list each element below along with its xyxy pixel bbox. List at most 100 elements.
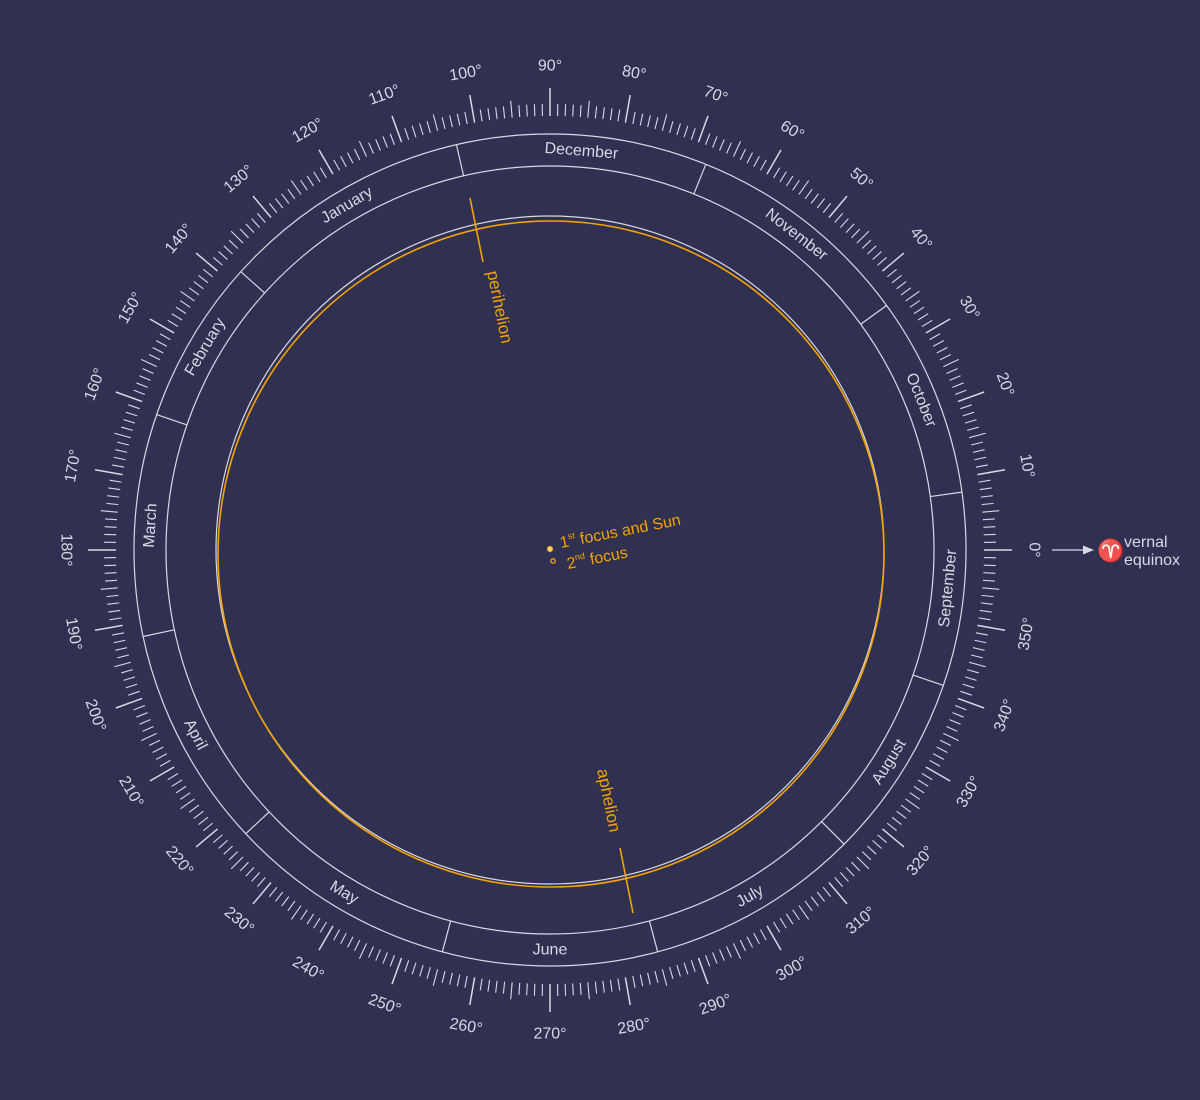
degree-tick [982,587,1000,590]
degree-tick [389,133,395,146]
degree-label: 10° [1016,453,1037,480]
degree-tick [180,798,195,810]
degree-tick [347,152,354,164]
degree-tick [978,617,991,621]
degree-tick [105,579,118,582]
degree-tick [382,136,388,148]
degree-tick [149,766,175,782]
degree-tick [936,746,948,753]
degree-tick [594,981,598,994]
degree-tick [822,203,832,214]
degree-tick [886,822,897,832]
degree-tick [108,487,121,491]
degree-tick [193,810,204,819]
degree-tick [690,128,696,140]
degree-tick [203,268,214,278]
degree-tick [411,962,417,975]
degree-tick [949,375,961,381]
degree-tick [230,230,244,244]
degree-tick [925,766,951,782]
degree-tick [121,426,133,431]
degree-tick [861,851,872,861]
month-divider [455,144,465,176]
degree-tick [112,464,125,468]
degree-tick [983,572,996,574]
degree-tick [974,639,987,644]
degree-tick [109,479,122,483]
degree-tick [957,391,985,403]
degree-tick [175,785,187,794]
degree-tick [980,602,993,605]
degree-tick [107,602,120,605]
degree-tick [957,697,985,709]
degree-tick [419,123,424,136]
degree-tick [845,867,855,877]
degree-tick [128,690,140,696]
degree-tick [179,792,191,800]
degree-tick [964,676,977,681]
degree-tick [798,905,810,920]
degree-label: 190° [62,616,84,652]
earth-orbit [217,220,885,888]
degree-tick [845,223,855,233]
degree-tick [353,148,361,161]
degree-tick [773,167,781,179]
degree-tick [404,960,410,972]
degree-tick [281,896,290,907]
degree-tick [179,300,191,308]
degree-tick [213,834,223,844]
degree-tick [602,107,605,120]
month-divider [821,821,845,845]
degree-tick [946,368,958,374]
degree-tick [106,502,119,506]
degree-tick [287,188,296,200]
degree-tick [936,347,948,354]
degree-tick [661,114,668,131]
degree-tick [856,230,870,244]
degree-tick [632,975,636,988]
degree-tick [732,141,742,157]
degree-tick [195,252,219,272]
degree-tick [115,647,128,651]
degree-tick [624,94,631,123]
degree-tick [123,419,136,424]
month-divider [441,920,452,952]
month-divider [240,271,266,294]
degree-tick [426,121,431,133]
degree-ticks [88,88,1012,1012]
degree-tick [676,964,681,977]
degree-tick [932,340,945,347]
degree-tick [141,358,157,368]
degree-tick [753,932,760,945]
degree-tick [905,798,920,810]
degree-tick [159,759,171,767]
degree-tick [587,982,590,1000]
month-divider [930,491,963,498]
degree-tick [779,171,787,183]
degree-tick [456,974,461,987]
degree-label: 280° [616,1015,652,1037]
degree-tick [579,105,582,118]
degree-tick [464,975,468,988]
degree-tick [108,609,121,613]
degree-tick [896,281,907,290]
degree-tick [982,579,995,582]
degree-tick [676,123,681,136]
degree-tick [712,136,718,148]
degree-tick [432,969,439,986]
degree-tick [252,195,272,219]
degree-tick [171,779,183,787]
degree-tick [746,152,753,164]
degree-tick [572,983,574,996]
degree-tick [203,822,214,832]
degree-tick [669,121,674,133]
degree-tick [223,245,233,255]
degree-tick [609,108,613,121]
degree-tick [719,949,725,961]
vernal-label: vernal [1124,534,1168,551]
degree-tick [602,980,605,993]
degree-tick [347,936,354,948]
degree-tick [105,518,118,521]
degree-tick [432,114,439,131]
degree-tick [300,909,308,921]
